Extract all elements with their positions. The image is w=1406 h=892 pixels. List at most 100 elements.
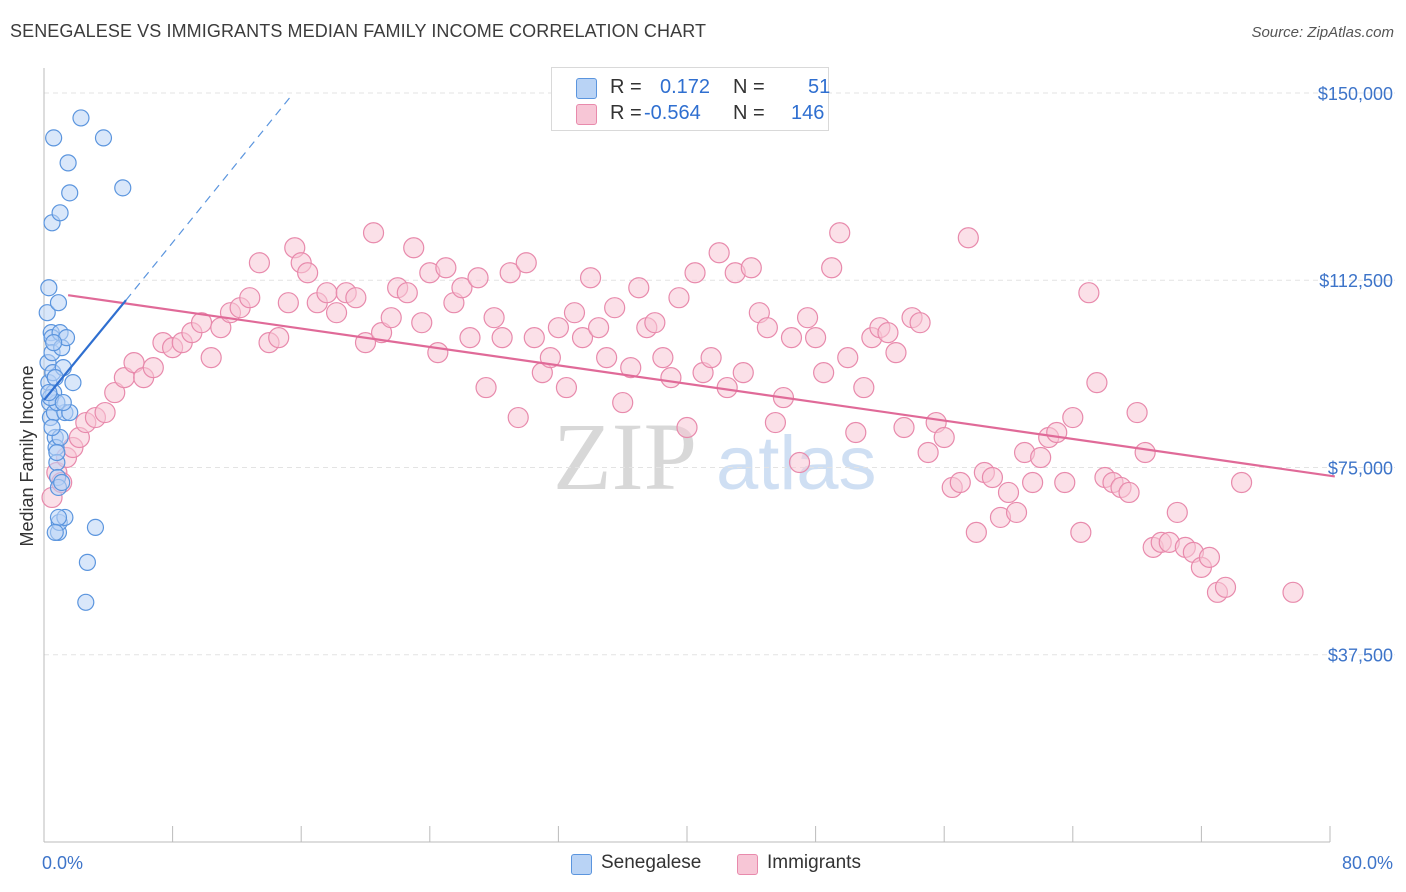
scatter-point (579, 267, 602, 289)
scatter-point (268, 327, 290, 349)
scatter-point (563, 302, 586, 324)
scatter-point (64, 373, 82, 392)
scatter-point (475, 376, 497, 399)
stats-legend: R = 0.172 N = 51 R = -0.564 N = 146 (551, 67, 831, 131)
scatter-point (467, 267, 489, 289)
scatter-point (1022, 471, 1044, 494)
x-tick-label-left: 0.0% (42, 853, 83, 873)
scatter-point (46, 523, 64, 542)
scatter-point (491, 327, 513, 349)
scatter-point (1214, 576, 1237, 598)
scatter-point (1134, 441, 1156, 464)
scatter-point (1118, 481, 1140, 504)
scatter-point (515, 252, 537, 274)
scatter-point (853, 376, 875, 399)
scatter-point (59, 154, 77, 172)
scatter-point (370, 322, 393, 344)
scatter-point (1166, 501, 1188, 524)
scatter-point (507, 406, 529, 429)
scatter-point (1062, 406, 1084, 429)
scatter-point (435, 257, 457, 279)
scatter-point (845, 421, 867, 444)
scatter-point (483, 307, 505, 329)
scatter-point (1126, 401, 1148, 424)
senegalese-legend-label: Senegalese (601, 852, 702, 873)
scatter-point (72, 109, 90, 127)
axes (43, 68, 1331, 843)
scatter-point (644, 312, 666, 334)
scatter-point (997, 481, 1020, 504)
scatter-point (660, 367, 682, 389)
scatter-point (1282, 581, 1304, 603)
scatter-point (877, 322, 899, 344)
scatter-point (380, 307, 402, 329)
watermark-zip: ZIP (553, 403, 697, 510)
scatter-point (885, 342, 907, 364)
scatter-point (965, 521, 987, 544)
scatter-point (1054, 471, 1076, 494)
scatter-point (1030, 446, 1052, 469)
scatter-point (628, 277, 650, 299)
scatter-point (239, 287, 261, 309)
series-senegalese (38, 109, 132, 611)
scatter-point (804, 327, 827, 349)
senegalese-trend-line (43, 299, 127, 401)
scatter-point (1005, 501, 1028, 524)
scatter-point (499, 262, 521, 284)
scatter-point (94, 401, 116, 424)
scatter-point (78, 553, 97, 571)
scatter-point (604, 297, 626, 319)
scatter-point (652, 347, 674, 369)
scatter-point (740, 257, 762, 279)
scatter-point (1046, 421, 1068, 444)
scatter-point (43, 418, 61, 437)
scatter-point (48, 443, 66, 462)
senegalese-swatch (576, 78, 597, 99)
scatter-point (451, 277, 473, 299)
source-label: Source: ZipAtlas.com (1251, 24, 1394, 41)
scatter-point (49, 508, 68, 527)
scatter-point (764, 411, 787, 434)
watermark: ZIP atlas (553, 403, 877, 510)
scatter-point (676, 416, 698, 439)
series-immigrants (41, 222, 1304, 603)
scatter-point (248, 252, 271, 274)
scatter-point (587, 317, 610, 339)
legend-r-label: R = (610, 102, 642, 124)
scatter-point (981, 466, 1004, 489)
scatter-point (77, 593, 95, 611)
immigrants-swatch (576, 104, 597, 125)
scatter-point (917, 441, 939, 464)
scatter-point (837, 347, 859, 369)
scatter-point (780, 327, 803, 349)
scatter-point (362, 222, 385, 244)
scatter-point (46, 369, 64, 387)
scatter-point (45, 129, 63, 147)
scatter-point (1198, 546, 1221, 568)
scatter-point (829, 222, 851, 244)
scatter-point (933, 426, 955, 449)
legend-n-value: 146 (791, 102, 825, 124)
scatter-point (813, 362, 835, 384)
y-tick-labels: $37,500 $75,000 $112,500 $150,000 (1318, 84, 1393, 666)
chart-title: SENEGALESE VS IMMIGRANTS MEDIAN FAMILY I… (10, 21, 707, 41)
scatter-point (427, 342, 449, 364)
scatter-point (788, 451, 811, 474)
scatter-point (821, 257, 843, 279)
immigrants-legend-swatch (737, 854, 758, 875)
scatter-point (620, 357, 642, 379)
scatter-point (555, 376, 578, 399)
scatter-point (297, 262, 319, 284)
scatter-point (51, 204, 69, 222)
legend-n-value: 51 (808, 76, 831, 98)
scatter-point (49, 294, 68, 312)
scatter-point (277, 292, 299, 314)
scatter-point (403, 237, 425, 259)
y-tick-label: $37,500 (1328, 646, 1393, 666)
scatter-point (700, 347, 722, 369)
scatter-point (316, 282, 338, 304)
legend-r-value: -0.564 (644, 102, 701, 124)
scatter-point (612, 391, 634, 414)
scatter-point (949, 471, 971, 494)
scatter-point (1078, 282, 1100, 304)
